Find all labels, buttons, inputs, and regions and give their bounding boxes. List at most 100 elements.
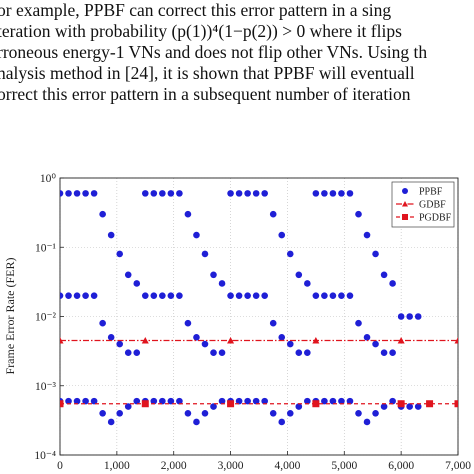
data-point <box>107 231 115 239</box>
data-point <box>82 397 89 405</box>
data-point <box>176 292 183 299</box>
data-point <box>380 349 388 357</box>
data-point <box>184 210 192 218</box>
data-point <box>210 349 217 357</box>
data-point <box>329 190 337 197</box>
data-point <box>227 337 235 344</box>
data-point <box>389 280 396 287</box>
legend-label: PPBF <box>419 187 443 198</box>
x-tick-label: 4,000 <box>274 460 300 472</box>
data-point <box>363 231 371 239</box>
data-point <box>124 271 132 279</box>
data-point <box>312 292 320 299</box>
data-point <box>227 292 234 299</box>
data-point <box>235 397 243 405</box>
data-point <box>414 313 422 320</box>
data-point <box>244 397 251 405</box>
data-point <box>65 292 72 299</box>
data-point <box>363 334 371 341</box>
data-point <box>82 292 89 299</box>
data-point <box>193 334 200 341</box>
data-point <box>372 340 379 348</box>
data-point <box>321 190 328 197</box>
data-point <box>193 231 200 239</box>
data-point <box>286 250 294 258</box>
data-point <box>107 334 115 341</box>
data-point <box>150 397 158 405</box>
data-point <box>90 292 98 299</box>
data-point <box>286 340 294 348</box>
text-line: rroneous energy-1 VNs and does not flip … <box>0 42 427 62</box>
data-point <box>201 410 209 417</box>
data-point <box>397 400 405 408</box>
data-point <box>116 340 123 348</box>
data-point <box>141 337 149 344</box>
data-point <box>235 292 243 299</box>
data-point <box>261 292 268 299</box>
data-point <box>389 349 396 357</box>
data-point <box>338 397 345 405</box>
legend-label: GDBF <box>419 200 446 211</box>
legend-label: PGDBF <box>419 213 452 224</box>
data-point <box>82 190 89 197</box>
x-tick-label: 1,000 <box>104 460 130 472</box>
data-point <box>338 190 345 197</box>
data-point <box>141 190 149 197</box>
data-point <box>107 418 115 426</box>
data-point <box>73 292 81 299</box>
data-point <box>338 292 345 299</box>
data-point <box>355 319 362 327</box>
data-point <box>73 397 81 405</box>
data-point <box>380 271 388 279</box>
data-point <box>133 349 141 357</box>
data-point <box>167 190 175 197</box>
data-point <box>60 190 64 197</box>
data-point <box>389 397 396 405</box>
x-tick-label: 2,000 <box>161 460 187 472</box>
data-point <box>278 418 286 426</box>
data-point <box>218 397 226 405</box>
data-point <box>124 349 132 357</box>
plot-frame <box>59 177 459 456</box>
data-point <box>346 190 354 197</box>
data-point <box>269 410 277 417</box>
data-point <box>355 410 362 417</box>
data-point <box>454 337 458 344</box>
data-point <box>278 334 286 341</box>
legend-marker <box>402 201 408 207</box>
data-point <box>252 190 260 197</box>
x-tick-label: 5,000 <box>331 460 357 472</box>
data-point <box>406 313 413 320</box>
data-point <box>406 403 413 410</box>
data-point <box>454 400 458 408</box>
data-point <box>184 410 192 417</box>
data-point <box>73 190 81 197</box>
data-point <box>133 280 141 287</box>
data-point <box>426 400 434 408</box>
data-point <box>261 397 268 405</box>
data-point <box>60 400 64 408</box>
data-point <box>201 340 209 348</box>
data-point <box>90 397 98 405</box>
data-point <box>150 190 158 197</box>
data-point <box>184 319 192 327</box>
data-point <box>397 313 405 320</box>
data-point <box>329 292 337 299</box>
y-axis-label: Frame Error Rate (FER) <box>3 258 17 375</box>
data-point <box>346 397 354 405</box>
data-point <box>346 292 354 299</box>
data-point <box>167 397 175 405</box>
data-point <box>355 210 362 218</box>
data-point <box>295 403 303 410</box>
data-point <box>312 190 320 197</box>
data-point <box>210 403 217 410</box>
data-point <box>193 418 200 426</box>
data-point <box>141 292 149 299</box>
data-point <box>133 397 141 405</box>
data-point <box>99 410 106 417</box>
data-point <box>210 271 217 279</box>
data-point <box>286 410 294 417</box>
data-point <box>159 397 166 405</box>
data-point <box>321 292 328 299</box>
